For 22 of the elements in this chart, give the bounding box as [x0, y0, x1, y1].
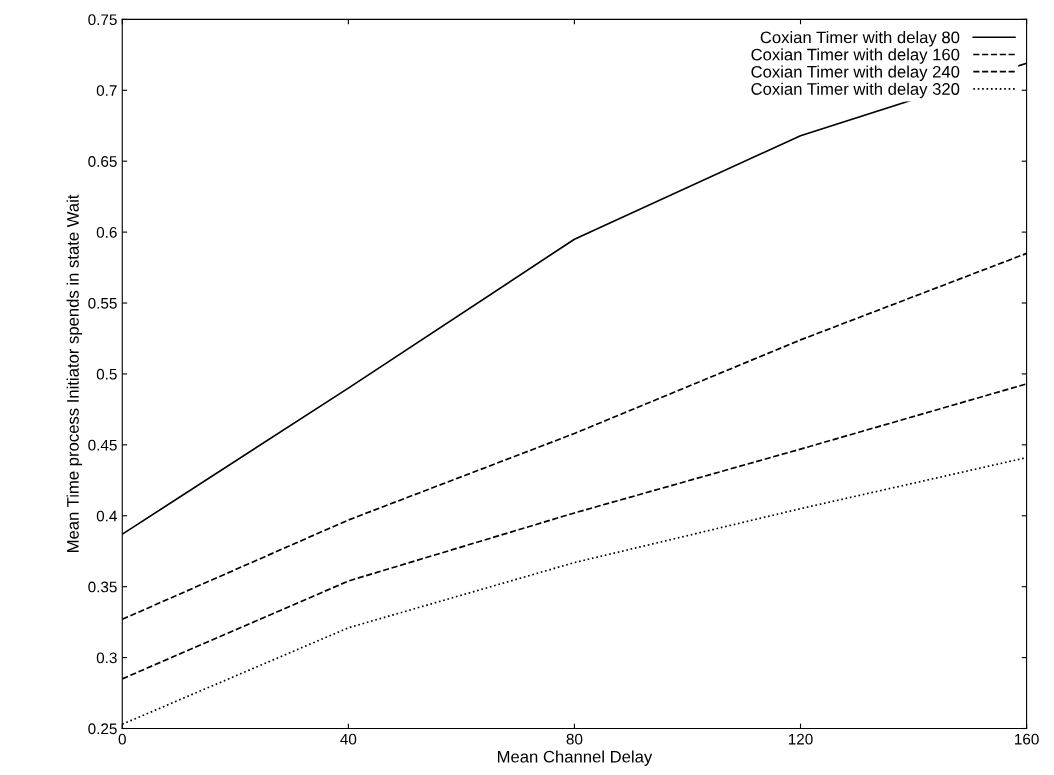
y-tick-label: 0.3 — [96, 652, 117, 664]
y-tick-label: 0.5 — [96, 368, 117, 380]
y-tick-label: 0.55 — [88, 297, 117, 309]
legend-label: Coxian Timer with delay 240 — [751, 65, 960, 81]
legend-label: Coxian Timer with delay 80 — [760, 31, 960, 47]
legend-label: Coxian Timer with delay 320 — [751, 82, 960, 99]
x-tick-label: 40 — [340, 733, 357, 745]
x-tick-label: 160 — [1015, 733, 1039, 745]
x-axis-title: Mean Channel Delay — [497, 750, 653, 766]
y-tick-label: 0.45 — [88, 439, 117, 451]
y-tick-label: 0.65 — [88, 156, 117, 167]
y-tick-label: 0.6 — [96, 226, 117, 238]
x-tick-label: 0 — [118, 733, 126, 745]
y-tick-label: 0.7 — [96, 85, 117, 96]
y-tick-label: 0.25 — [88, 723, 117, 735]
x-tick-label: 120 — [788, 733, 813, 745]
y-axis-title: Mean Time process Initiator spends in state Wait — [66, 194, 83, 552]
legend-label: Coxian Timer with delay 160 — [751, 48, 960, 64]
y-tick-label: 0.35 — [88, 581, 117, 593]
x-tick-label: 80 — [566, 733, 583, 745]
y-tick-label: 0.4 — [96, 510, 117, 522]
y-tick-label: 0.75 — [88, 14, 117, 26]
